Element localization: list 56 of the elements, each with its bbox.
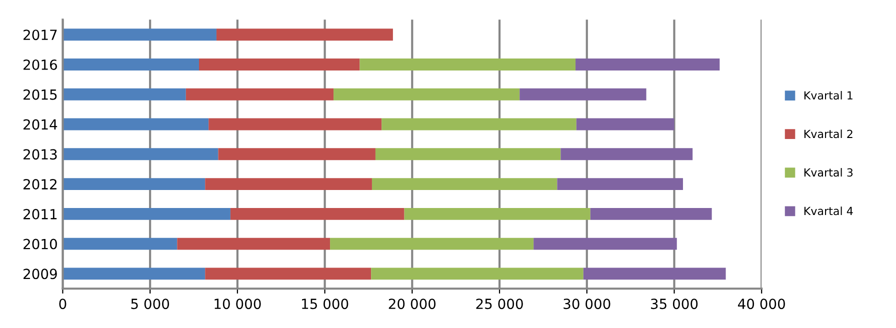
x-tick-label: 20 000 xyxy=(388,298,436,310)
y-tick-label: 2012 xyxy=(24,179,56,190)
y-tick-label: 2015 xyxy=(24,89,57,100)
bar xyxy=(375,148,561,160)
legend-label: Kvartal 3 xyxy=(804,168,853,177)
bar xyxy=(557,178,683,190)
bar xyxy=(371,268,584,280)
bar xyxy=(208,118,382,130)
bar xyxy=(334,88,520,100)
x-tick-label: 15 000 xyxy=(302,298,348,310)
y-tick-label: 2011 xyxy=(24,208,57,220)
bar xyxy=(177,238,330,250)
y-tick-label: 2009 xyxy=(24,268,57,280)
bar xyxy=(62,238,178,250)
bar xyxy=(218,148,376,160)
x-tick-label: 25 000 xyxy=(476,298,523,310)
bar xyxy=(360,58,576,70)
bar xyxy=(576,118,674,130)
bar xyxy=(576,58,720,70)
y-tick-label: 2016 xyxy=(24,59,57,70)
bar xyxy=(62,28,216,41)
bar xyxy=(560,148,693,160)
y-tick-label: 2013 xyxy=(24,149,57,160)
bar xyxy=(62,268,206,280)
x-tick-label: 35 000 xyxy=(651,298,698,310)
bar xyxy=(372,178,558,190)
y-tick-label: 2010 xyxy=(24,238,57,250)
x-tick-label: 40 000 xyxy=(738,298,785,310)
x-tick-label: 0 xyxy=(59,298,66,310)
bar xyxy=(230,208,404,220)
bar xyxy=(205,268,372,280)
legend-label: Kvartal 2 xyxy=(804,130,852,138)
bar xyxy=(382,118,576,130)
x-tick-label: 5 000 xyxy=(131,298,170,310)
bar xyxy=(330,238,534,250)
x-tick-label: 30 000 xyxy=(564,298,610,310)
bar xyxy=(62,148,218,160)
bar xyxy=(590,208,712,220)
legend-label: Kvartal 4 xyxy=(804,206,853,216)
bar xyxy=(62,58,199,70)
bar xyxy=(186,88,334,100)
bar xyxy=(62,208,230,220)
bar xyxy=(520,88,646,100)
bar xyxy=(205,178,372,190)
bar xyxy=(62,88,186,100)
bar xyxy=(199,58,360,70)
bar xyxy=(62,178,206,190)
bar xyxy=(534,238,677,250)
y-tick-label: 2017 xyxy=(24,30,57,40)
bar xyxy=(404,208,590,220)
bar xyxy=(583,268,726,280)
bar xyxy=(216,28,393,41)
x-tick-label: 10 000 xyxy=(214,298,261,310)
y-tick-label: 2014 xyxy=(24,119,58,130)
bar xyxy=(62,118,209,130)
legend-label: Kvartal 1 xyxy=(804,90,852,100)
